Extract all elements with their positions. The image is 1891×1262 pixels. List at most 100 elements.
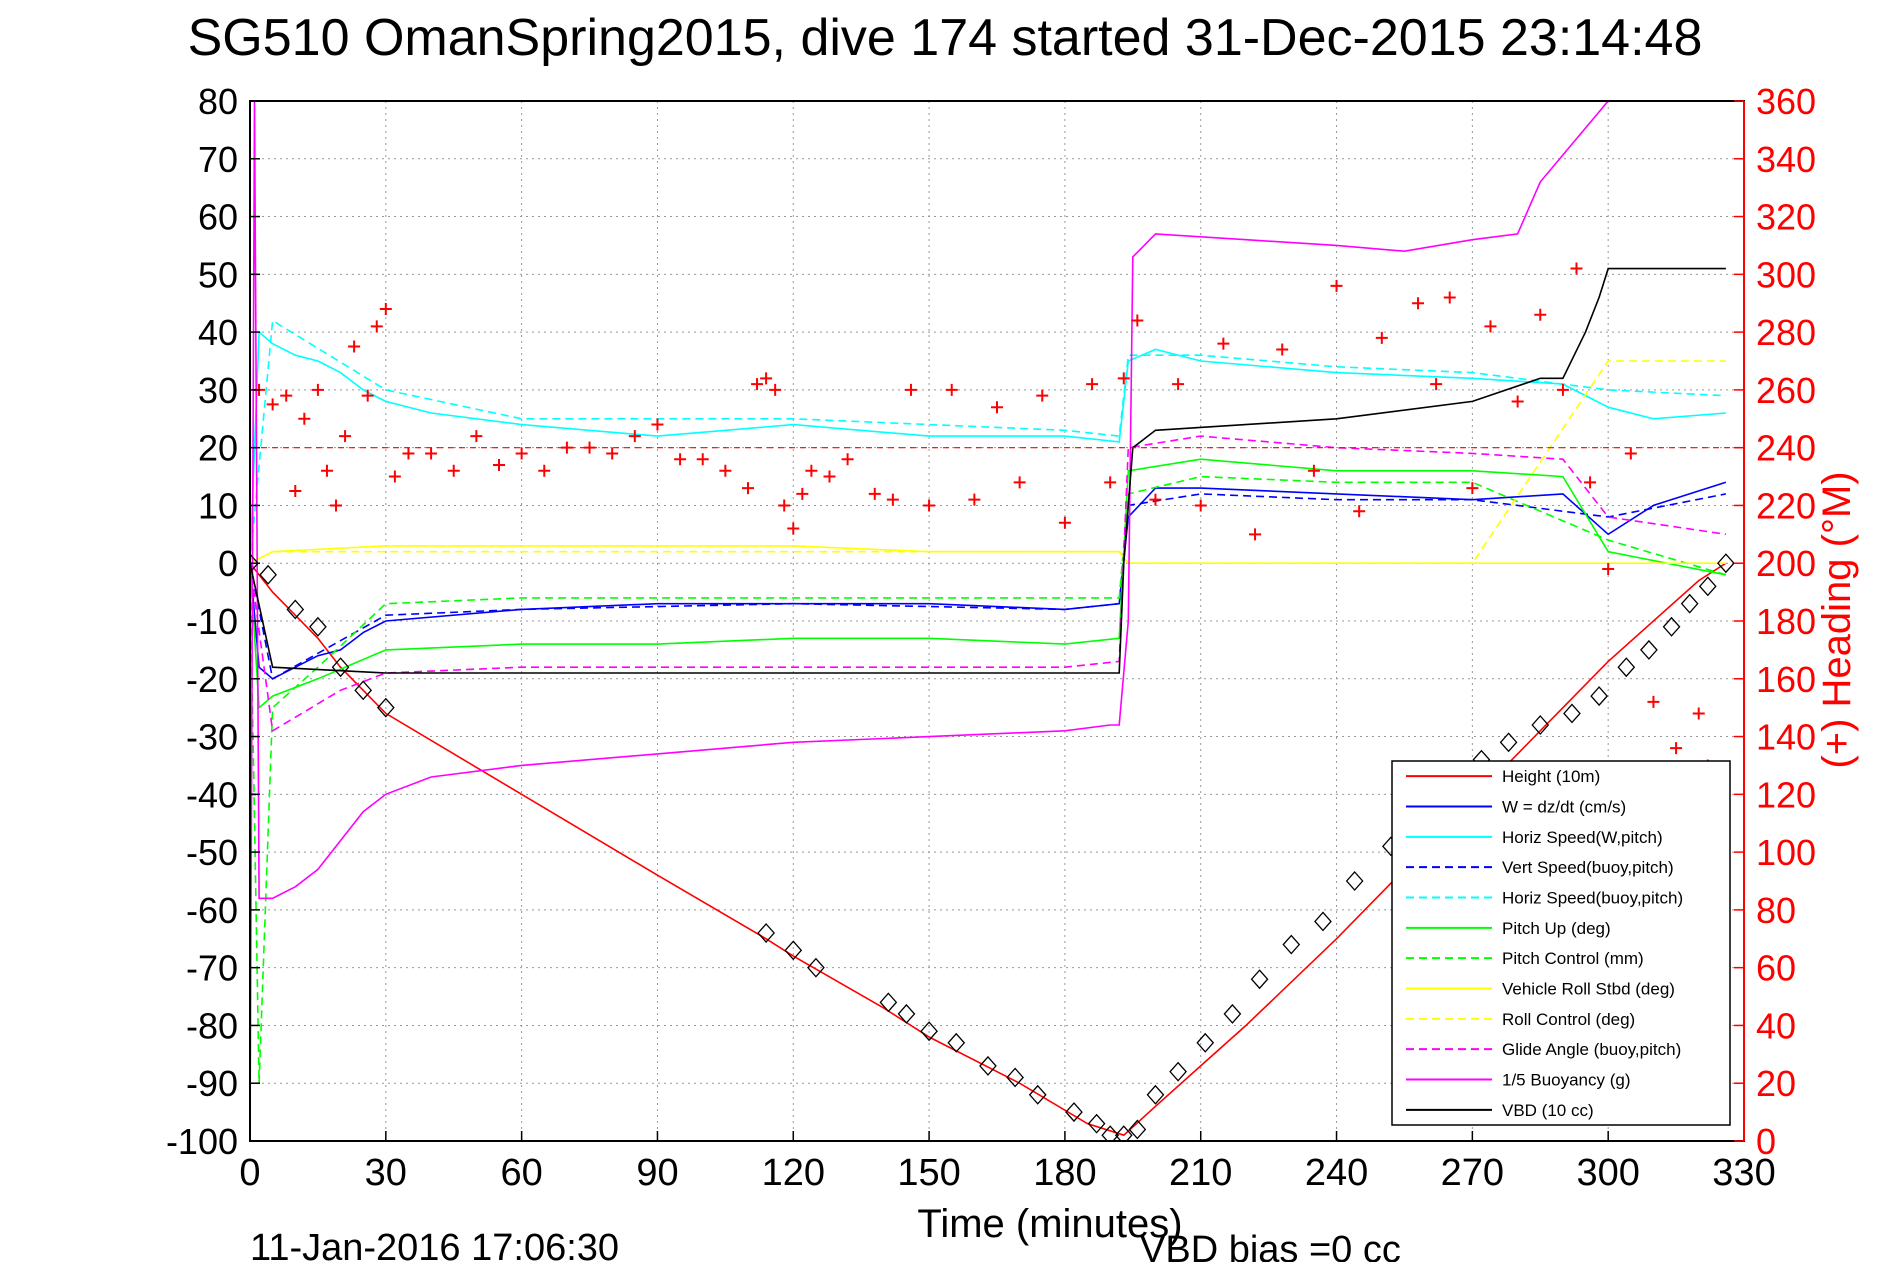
- right-y-tick-label: 140: [1756, 717, 1816, 758]
- heading-point: [298, 412, 311, 425]
- heading-point: [886, 493, 899, 506]
- dive-marker: [947, 1032, 966, 1053]
- dive-marker: [979, 1055, 997, 1076]
- dive-marker: [1698, 576, 1717, 597]
- heading-point: [289, 485, 302, 497]
- heading-point: [402, 447, 415, 460]
- x-tick-label: 60: [500, 1152, 542, 1194]
- dive-marker: [1169, 1061, 1187, 1082]
- heading-point: [1117, 372, 1130, 385]
- right-y-tick-label: 220: [1756, 485, 1816, 526]
- heading-point: [778, 499, 791, 512]
- right-y-tick-label: 300: [1756, 254, 1816, 295]
- heading-point: [447, 464, 460, 477]
- x-tick-label: 30: [365, 1152, 407, 1194]
- dive-marker: [309, 616, 327, 637]
- heading-point: [320, 464, 333, 477]
- dive-marker: [1680, 593, 1699, 614]
- legend: Height (10m) W = dz/dt (cm/s) Horiz Speed(…: [1391, 760, 1731, 1126]
- x-tick-label: 210: [1169, 1152, 1232, 1194]
- heading-point: [796, 487, 809, 500]
- heading-point: [945, 383, 958, 396]
- dive-marker: [1282, 934, 1301, 955]
- right-y-tick-label: 240: [1756, 428, 1816, 469]
- heading-point: [1534, 308, 1547, 321]
- right-y-tick-label: 80: [1756, 890, 1796, 931]
- right-y-tick-label: 20: [1756, 1063, 1796, 1104]
- x-tick-label: 330: [1712, 1152, 1775, 1194]
- dive-marker: [1114, 1125, 1133, 1141]
- y-tick-label: -50: [186, 832, 238, 873]
- heading-point: [1307, 464, 1320, 477]
- heading-point: [1249, 528, 1262, 541]
- heading-point: [388, 470, 401, 483]
- heading-point: [1430, 378, 1443, 391]
- dive-marker: [807, 957, 825, 978]
- heading-point: [751, 378, 764, 391]
- y-tick-label: -90: [186, 1063, 238, 1104]
- heading-point: [719, 464, 732, 477]
- heading-point: [1086, 378, 1099, 391]
- dive-marker: [879, 992, 898, 1013]
- y-tick-label: 10: [198, 485, 238, 526]
- series-line: [250, 101, 1654, 1141]
- dive-marker: [1196, 1032, 1215, 1053]
- heading-point: [470, 430, 483, 443]
- dive-marker: [259, 564, 277, 585]
- x-tick-label: 180: [1033, 1152, 1096, 1194]
- series-line: [250, 458, 1727, 710]
- heading-point: [379, 303, 392, 315]
- heading-point: [1484, 320, 1497, 333]
- dive-marker: [920, 1021, 938, 1042]
- heading-point: [1670, 742, 1683, 755]
- right-y-tick-label: 340: [1756, 139, 1816, 180]
- right-y-tick-label: 100: [1756, 832, 1816, 873]
- dive-marker: [331, 657, 350, 678]
- legend-box: [1391, 760, 1731, 1126]
- legend-entry-label: Roll Control (deg): [1502, 1010, 1635, 1029]
- chart-title: SG510 OmanSpring2015, dive 174 started 3…: [188, 9, 1703, 67]
- legend-entry-label: Pitch Control (mm): [1502, 949, 1644, 968]
- heading-point: [1556, 383, 1569, 396]
- dive-marker: [1006, 1067, 1024, 1088]
- heading-point: [1466, 482, 1479, 495]
- dive-marker: [1717, 553, 1735, 574]
- right-y-tick-label: 0: [1756, 1121, 1776, 1162]
- dive-marker: [1028, 1084, 1047, 1105]
- dive-marker: [1128, 1119, 1147, 1140]
- heading-point: [1149, 493, 1162, 506]
- heading-point: [628, 430, 641, 443]
- dive-marker: [1250, 969, 1269, 990]
- heading-point: [311, 383, 324, 396]
- dive-marker: [354, 680, 373, 701]
- heading-point: [493, 459, 505, 471]
- footer-date: 11-Jan-2016 17:06:30: [250, 1227, 619, 1262]
- dive-marker: [1087, 1113, 1106, 1134]
- heading-point: [1692, 707, 1705, 720]
- heading-point: [1131, 314, 1144, 327]
- footer-vbd-bias: VBD bias =0 cc: [1140, 1229, 1401, 1262]
- heading-point: [923, 499, 936, 512]
- heading-point: [968, 493, 981, 506]
- heading-point: [991, 401, 1003, 414]
- x-tick-label: 300: [1576, 1152, 1639, 1194]
- heading-point: [904, 383, 917, 396]
- y-tick-label: 30: [198, 370, 238, 411]
- heading-point: [606, 447, 619, 460]
- series-line: [250, 481, 1727, 680]
- heading-point: [348, 340, 361, 353]
- legend-entry-label: Glide Angle (buoy,pitch): [1502, 1040, 1681, 1059]
- heading-point: [1353, 505, 1366, 518]
- heading-point: [1058, 516, 1071, 529]
- heading-point: [696, 453, 709, 466]
- series-line: [250, 267, 1726, 674]
- x-tick-label: 150: [897, 1152, 960, 1194]
- legend-entry-label: Pitch Up (deg): [1502, 919, 1611, 938]
- series-line: [250, 319, 1726, 564]
- x-tick-label: 90: [636, 1152, 678, 1194]
- heading-point: [538, 464, 551, 477]
- right-y-tick-label: 120: [1756, 774, 1816, 815]
- heading-point: [583, 441, 596, 454]
- y-tick-label: 40: [198, 312, 238, 353]
- heading-point: [1647, 695, 1660, 708]
